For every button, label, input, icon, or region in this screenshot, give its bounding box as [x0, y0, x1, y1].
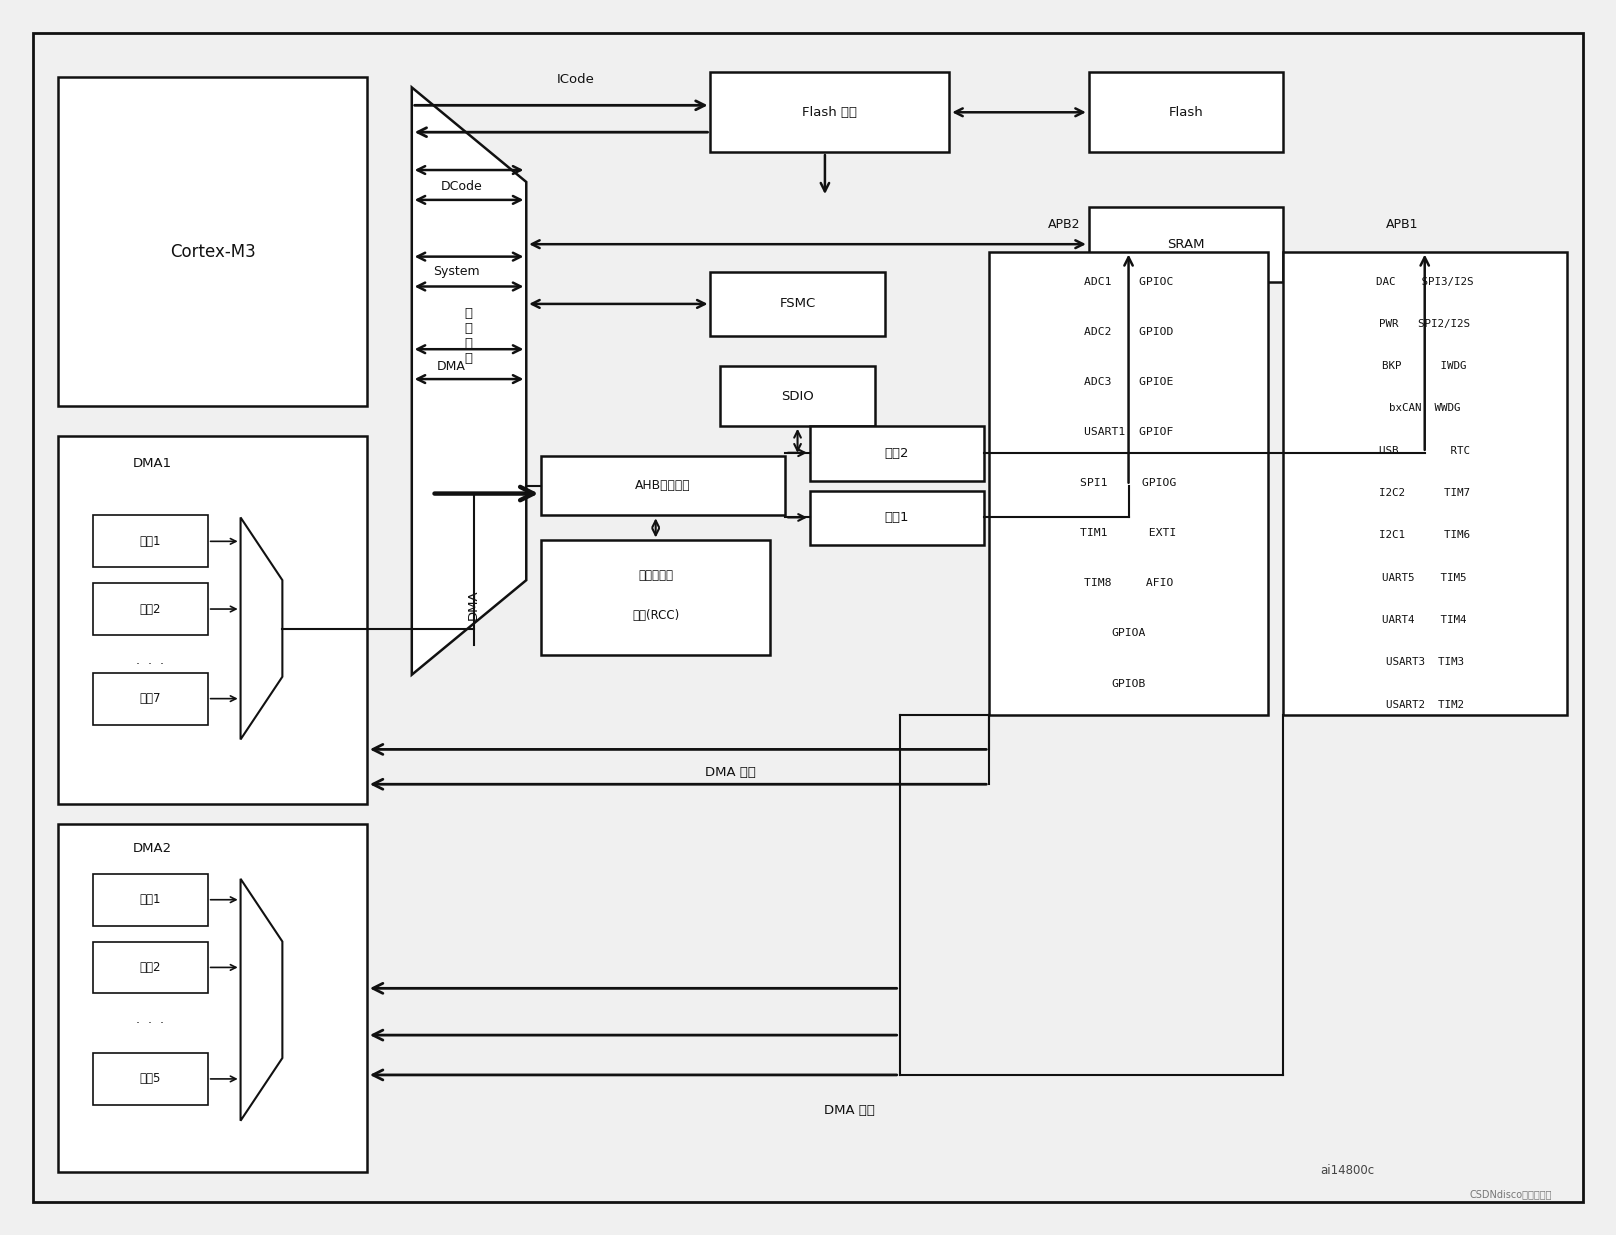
- Text: USART1  GPIOF: USART1 GPIOF: [1084, 427, 1173, 437]
- Text: DMA1: DMA1: [133, 457, 173, 471]
- Text: USART2  TIM2: USART2 TIM2: [1385, 699, 1464, 710]
- Text: 通道2: 通道2: [139, 603, 162, 615]
- Bar: [810, 426, 984, 480]
- Bar: [94, 874, 208, 925]
- Polygon shape: [412, 88, 527, 674]
- Text: SPI1     GPIOG: SPI1 GPIOG: [1081, 478, 1176, 488]
- Bar: [94, 515, 208, 567]
- Text: 总
线
矩
阵: 总 线 矩 阵: [464, 308, 472, 366]
- Bar: [1089, 73, 1283, 152]
- Text: DMA: DMA: [438, 359, 465, 373]
- Text: UART4    TIM4: UART4 TIM4: [1382, 615, 1467, 625]
- Polygon shape: [241, 517, 283, 740]
- Text: 通道2: 通道2: [139, 961, 162, 974]
- Text: Flash: Flash: [1168, 106, 1204, 119]
- Text: ·  ·  ·: · · ·: [136, 658, 165, 672]
- Bar: [94, 673, 208, 725]
- Text: PWR   SPI2/I2S: PWR SPI2/I2S: [1378, 319, 1471, 329]
- Polygon shape: [241, 879, 283, 1120]
- Text: BKP      IWDG: BKP IWDG: [1382, 361, 1467, 372]
- Text: 通道5: 通道5: [139, 1072, 162, 1086]
- Text: USART3  TIM3: USART3 TIM3: [1385, 657, 1464, 667]
- Bar: [810, 490, 984, 546]
- Text: ai14800c: ai14800c: [1320, 1165, 1375, 1177]
- Text: DAC    SPI3/I2S: DAC SPI3/I2S: [1375, 277, 1474, 287]
- Text: FSMC: FSMC: [779, 298, 816, 310]
- Text: TIM8     AFIO: TIM8 AFIO: [1084, 578, 1173, 588]
- Bar: [721, 366, 874, 426]
- Text: System: System: [433, 266, 480, 278]
- Bar: [541, 541, 771, 655]
- Text: SDIO: SDIO: [781, 389, 814, 403]
- Text: Cortex-M3: Cortex-M3: [170, 242, 255, 261]
- Bar: [1283, 252, 1566, 715]
- Text: I2C2      TIM7: I2C2 TIM7: [1378, 488, 1471, 498]
- Text: TIM1      EXTI: TIM1 EXTI: [1081, 527, 1176, 538]
- Bar: [58, 78, 367, 406]
- Text: DMA: DMA: [467, 590, 480, 620]
- Text: ·  ·  ·: · · ·: [136, 1016, 165, 1030]
- Text: DMA2: DMA2: [133, 842, 173, 856]
- Bar: [58, 824, 367, 1172]
- Text: bxCAN  WWDG: bxCAN WWDG: [1390, 404, 1461, 414]
- Bar: [541, 456, 785, 515]
- Text: SRAM: SRAM: [1167, 237, 1204, 251]
- Text: UART5    TIM5: UART5 TIM5: [1382, 573, 1467, 583]
- Text: AHB系统总线: AHB系统总线: [635, 479, 692, 492]
- Text: ADC3    GPIOE: ADC3 GPIOE: [1084, 377, 1173, 387]
- Text: 桥接1: 桥接1: [886, 511, 910, 525]
- Text: 控制(RCC): 控制(RCC): [632, 609, 679, 621]
- Bar: [1089, 206, 1283, 282]
- Bar: [94, 1053, 208, 1105]
- Text: ADC2    GPIOD: ADC2 GPIOD: [1084, 327, 1173, 337]
- Text: ICode: ICode: [558, 73, 595, 86]
- Text: Flash 接口: Flash 接口: [803, 106, 858, 119]
- Text: 桥接2: 桥接2: [886, 447, 910, 459]
- Text: ADC1    GPIOC: ADC1 GPIOC: [1084, 277, 1173, 287]
- Text: I2C1      TIM6: I2C1 TIM6: [1378, 530, 1471, 541]
- Bar: [58, 436, 367, 804]
- Text: DCode: DCode: [441, 180, 483, 194]
- Text: DMA 请求: DMA 请求: [705, 766, 756, 779]
- Text: 通道1: 通道1: [139, 535, 162, 548]
- Text: CSDNdisco第三方博客: CSDNdisco第三方博客: [1469, 1189, 1551, 1199]
- Bar: [94, 583, 208, 635]
- Text: DMA 请求: DMA 请求: [824, 1104, 876, 1118]
- Bar: [711, 272, 884, 336]
- Bar: [711, 73, 949, 152]
- Text: 通道1: 通道1: [139, 893, 162, 906]
- Text: APB2: APB2: [1047, 219, 1079, 231]
- Bar: [94, 941, 208, 993]
- Text: GPIOA: GPIOA: [1112, 629, 1146, 638]
- Text: GPIOB: GPIOB: [1112, 679, 1146, 689]
- Text: 通道7: 通道7: [139, 692, 162, 705]
- Text: USB        RTC: USB RTC: [1378, 446, 1471, 456]
- Bar: [989, 252, 1269, 715]
- Text: APB1: APB1: [1387, 219, 1419, 231]
- Text: 复位和时钟: 复位和时钟: [638, 568, 674, 582]
